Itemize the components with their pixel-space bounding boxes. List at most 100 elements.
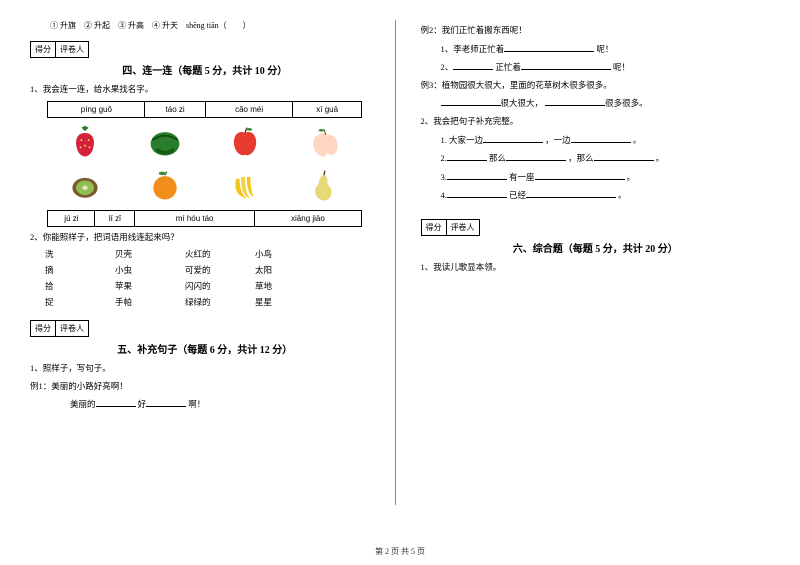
word: 星星	[255, 296, 295, 308]
fill-line: 2、 正忙着 呢！	[421, 60, 771, 75]
watermelon-icon	[127, 122, 203, 162]
blank[interactable]	[506, 151, 566, 161]
text: ，一边	[545, 135, 571, 145]
section-6-title: 六、综合题（每题 5 分，共计 20 分）	[421, 240, 771, 255]
word: 摘	[45, 264, 85, 276]
fill-line: 4. 已经 。	[421, 188, 771, 203]
blank[interactable]	[96, 397, 136, 407]
blank[interactable]	[504, 42, 594, 52]
match-row: 捉 手帕 绿绿的 星星	[45, 296, 380, 308]
q6-1: 1、我读儿歌显本领。	[421, 261, 771, 275]
text: 正忙着	[495, 62, 521, 72]
match-row: 摘 小虫 可爱的 太阳	[45, 264, 380, 276]
text: 呢！	[596, 44, 613, 54]
banana-icon	[207, 166, 283, 206]
text: 呢！	[613, 62, 630, 72]
blank[interactable]	[594, 151, 654, 161]
text: 。	[633, 135, 642, 145]
score-label: 得分	[31, 42, 56, 57]
word: 捉	[45, 296, 85, 308]
blank[interactable]	[483, 133, 543, 143]
q4-1: 1、我会连一连，给水果找名字。	[30, 83, 380, 97]
blank[interactable]	[447, 170, 507, 180]
fill-line: 2. 那么 ，那么 。	[421, 151, 771, 166]
text: 美丽的	[70, 399, 96, 409]
orange-icon	[127, 166, 203, 206]
word: 闪闪的	[185, 280, 225, 292]
word: 小鸟	[255, 248, 295, 260]
score-box-4: 得分 评卷人	[30, 41, 89, 58]
strawberry-icon	[47, 122, 123, 162]
blank[interactable]	[146, 397, 186, 407]
grader-label: 评卷人	[56, 321, 88, 336]
ex1: 例1：美丽的小路好亮啊！	[30, 380, 380, 394]
word: 可爱的	[185, 264, 225, 276]
text: 2、	[441, 62, 454, 72]
peach-icon	[286, 122, 362, 162]
word: 绿绿的	[185, 296, 225, 308]
text: 好	[138, 399, 147, 409]
page-footer: 第 2 页 共 5 页	[0, 546, 800, 557]
score-label: 得分	[422, 220, 447, 235]
blank[interactable]	[521, 60, 611, 70]
word: 贝壳	[115, 248, 155, 260]
pinyin-cell: xī guā	[293, 101, 362, 117]
blank[interactable]	[535, 170, 625, 180]
text: 。	[656, 153, 665, 163]
pinyin-cell: jú zi	[48, 210, 95, 226]
text: 。	[618, 190, 627, 200]
pear-icon	[286, 166, 362, 206]
blank[interactable]	[447, 151, 487, 161]
word: 小虫	[115, 264, 155, 276]
match-row: 洗 贝壳 火红的 小鸟	[45, 248, 380, 260]
left-column: ① 升旗 ② 升起 ③ 升高 ④ 升天 shēng tiān（ ） 得分 评卷人…	[30, 20, 396, 505]
ex3: 例3：植物园很大很大，里面的花草树木很多很多。	[421, 79, 771, 93]
fill-line: 3. 有一座 。	[421, 170, 771, 185]
text: 很大很大，	[501, 98, 544, 108]
q4-2: 2、你能照样子，把词语用线连起来吗？	[30, 231, 380, 245]
kiwi-icon	[47, 166, 123, 206]
pinyin-cell: xiāng jiāo	[254, 210, 361, 226]
fill-line: 1、李老师正忙着 呢！	[421, 42, 771, 57]
fill-line: 1. 大家一边 ，一边 。	[421, 133, 771, 148]
apple-icon	[207, 122, 283, 162]
text: 啊！	[188, 399, 205, 409]
q5-2: 2、我会把句子补充完整。	[421, 115, 771, 129]
blank[interactable]	[453, 60, 493, 70]
word: 草地	[255, 280, 295, 292]
word: 太阳	[255, 264, 295, 276]
text: 已经	[509, 190, 526, 200]
text: ，那么	[568, 153, 594, 163]
fill-line: 美丽的 好 啊！	[30, 397, 380, 412]
page-container: ① 升旗 ② 升起 ③ 升高 ④ 升天 shēng tiān（ ） 得分 评卷人…	[0, 0, 800, 535]
top-options: ① 升旗 ② 升起 ③ 升高 ④ 升天 shēng tiān（ ）	[30, 20, 380, 31]
word: 拾	[45, 280, 85, 292]
ex2: 例2：我们正忙着搬东西呢！	[421, 24, 771, 38]
section-5-title: 五、补充句子（每题 6 分，共计 12 分）	[30, 341, 380, 356]
text: 。	[627, 172, 636, 182]
q5-1: 1、照样子，写句子。	[30, 362, 380, 376]
pinyin-table-bottom: jú zi lí zǐ mí hóu táo xiāng jiāo	[47, 210, 362, 227]
word: 火红的	[185, 248, 225, 260]
score-label: 得分	[31, 321, 56, 336]
blank[interactable]	[571, 133, 631, 143]
blank[interactable]	[447, 188, 507, 198]
text: 有一座	[509, 172, 535, 182]
grader-label: 评卷人	[56, 42, 88, 57]
text: 1、李老师正忙着	[441, 44, 505, 54]
word: 手帕	[115, 296, 155, 308]
word: 苹果	[115, 280, 155, 292]
word: 洗	[45, 248, 85, 260]
pinyin-cell: lí zǐ	[95, 210, 135, 226]
blank[interactable]	[441, 96, 501, 106]
right-column: 例2：我们正忙着搬东西呢！ 1、李老师正忙着 呢！ 2、 正忙着 呢！ 例3：植…	[406, 20, 771, 505]
fill-line: 很大很大， 很多很多。	[421, 96, 771, 111]
blank[interactable]	[545, 96, 605, 106]
fruit-grid	[47, 122, 362, 206]
pinyin-cell: píng guǒ	[48, 101, 145, 117]
grader-label: 评卷人	[447, 220, 479, 235]
match-row: 拾 苹果 闪闪的 草地	[45, 280, 380, 292]
pinyin-cell: mí hóu táo	[135, 210, 254, 226]
section-4-title: 四、连一连（每题 5 分，共计 10 分）	[30, 62, 380, 77]
blank[interactable]	[526, 188, 616, 198]
